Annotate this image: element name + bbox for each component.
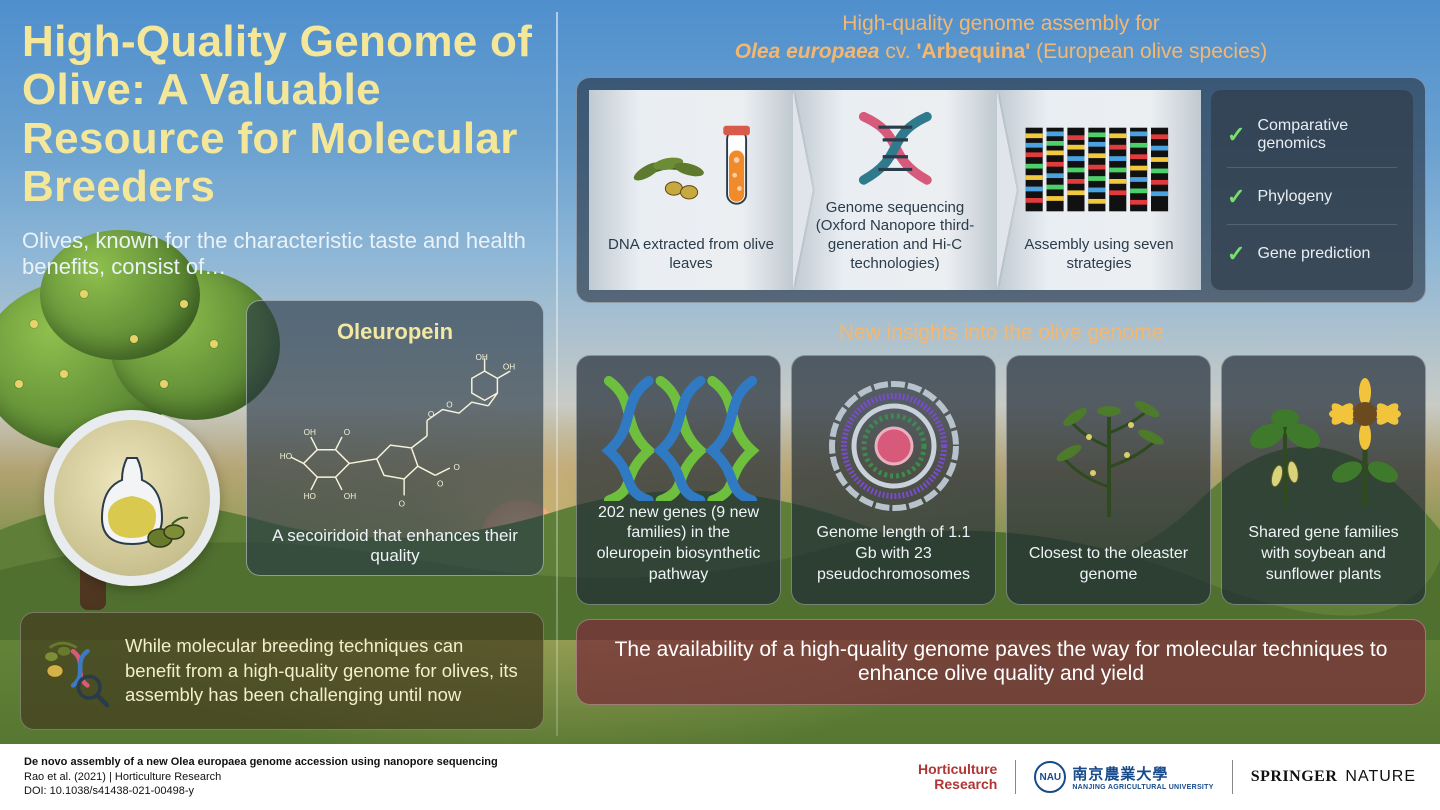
analysis-checklist: ✓ Comparative genomics ✓ Phylogeny ✓ Gene p… <box>1211 90 1413 290</box>
svg-text:O: O <box>437 479 443 488</box>
doi: DOI: 10.1038/s41438-021-00498-y <box>24 784 498 799</box>
oleuropein-caption: A secoiridoid that enhances their qualit… <box>267 526 523 566</box>
left-column: High-Quality Genome of Olive: A Valuable… <box>22 18 542 280</box>
svg-text:O: O <box>428 410 434 419</box>
svg-text:OH: OH <box>344 492 356 501</box>
pipeline-step-3: Assembly using seven strategies <box>997 90 1201 290</box>
nau-en: NANJING AGRICULTURAL UNIVERSITY <box>1072 784 1213 791</box>
horticulture-research-logo: HorticultureResearch <box>918 762 997 791</box>
hr-logo-l1: Horticulture <box>918 761 997 777</box>
brand-divider <box>1015 760 1016 794</box>
challenge-note: While molecular breeding techniques can … <box>20 612 544 730</box>
svg-text:O: O <box>399 499 405 508</box>
insight-card-4-text: Shared gene families with soybean and su… <box>1234 523 1413 585</box>
pipeline-step-3-label: Assembly using seven strategies <box>1015 236 1183 274</box>
springer-nature-logo: SPRINGER NATURE <box>1251 768 1416 786</box>
olive-leaves-tube-icon <box>615 122 767 217</box>
svg-text:OH: OH <box>304 428 316 437</box>
svg-text:O: O <box>446 401 452 410</box>
circos-plot-icon <box>824 376 964 516</box>
insight-card-1-text: 202 new genes (9 new families) in the ol… <box>589 503 768 586</box>
svg-text:OH: OH <box>475 353 487 362</box>
brand-divider <box>1232 760 1233 794</box>
olive-dna-magnifier-icon <box>37 635 109 707</box>
insight-card-2-text: Genome length of 1.1 Gb with 23 pseudoch… <box>804 523 983 585</box>
species-name: Olea europaea <box>735 40 880 63</box>
svg-text:HO: HO <box>304 492 316 501</box>
authors-line: Rao et al. (2021) | Horticulture Researc… <box>24 770 498 785</box>
insight-card-1: 202 new genes (9 new families) in the ol… <box>576 355 781 605</box>
oleuropein-label: Oleuropein <box>267 319 523 345</box>
pipeline-step-1-label: DNA extracted from olive leaves <box>607 236 775 274</box>
paper-title: De novo assembly of a new Olea europaea … <box>24 755 498 770</box>
oleuropein-panel: Oleuropein HO OH O HO OH O O O O O OH OH <box>246 300 544 576</box>
triple-dna-icon <box>589 371 768 500</box>
pipeline-panel: DNA extracted from olive leaves Genome s… <box>576 77 1426 303</box>
nau-seal-icon: NAU <box>1034 761 1066 793</box>
olive-oil-icon <box>44 410 220 586</box>
cv-label: cv. <box>879 40 916 63</box>
nau-cn: 南京農業大學 <box>1072 763 1213 784</box>
oleuropein-structure-icon: HO OH O HO OH O O O O O OH OH <box>267 351 523 521</box>
pipeline-step-2-label: Genome sequencing (Oxford Nanopore third… <box>811 199 979 274</box>
pipeline-steps: DNA extracted from olive leaves Genome s… <box>589 90 1201 290</box>
svg-text:OH: OH <box>503 362 515 371</box>
column-divider <box>556 12 558 736</box>
svg-text:O: O <box>454 463 460 472</box>
check-item-2: ✓ Phylogeny <box>1227 174 1397 225</box>
springer-word: SPRINGER <box>1251 768 1338 786</box>
right-title-line1: High-quality genome assembly for <box>842 12 1159 35</box>
check-icon: ✓ <box>1227 184 1245 210</box>
check-item-3: ✓ Gene prediction <box>1227 231 1397 273</box>
pipeline-step-2: Genome sequencing (Oxford Nanopore third… <box>793 90 997 290</box>
insight-cards: 202 new genes (9 new families) in the ol… <box>576 355 1426 605</box>
pipeline-step-1: DNA extracted from olive leaves <box>589 90 793 290</box>
nau-logo: NAU 南京農業大學NANJING AGRICULTURAL UNIVERSIT… <box>1034 761 1213 793</box>
check-icon: ✓ <box>1227 241 1245 267</box>
hr-logo-l2: Research <box>934 776 997 792</box>
check-label: Comparative genomics <box>1257 117 1397 153</box>
main-subtitle: Olives, known for the characteristic tas… <box>22 228 542 280</box>
cultivar-name: 'Arbequina' <box>916 40 1030 63</box>
insight-card-3: Closest to the oleaster genome <box>1006 355 1211 605</box>
dna-helix-icon <box>832 104 959 199</box>
sequence-assembly-icon <box>1018 122 1180 217</box>
brand-logos: HorticultureResearch NAU 南京農業大學NANJING A… <box>918 760 1416 794</box>
check-item-1: ✓ Comparative genomics <box>1227 107 1397 168</box>
main-title: High-Quality Genome of Olive: A Valuable… <box>22 18 542 212</box>
right-column: High-quality genome assembly for Olea eu… <box>576 10 1426 705</box>
insight-card-2: Genome length of 1.1 Gb with 23 pseudoch… <box>791 355 996 605</box>
right-title: High-quality genome assembly for Olea eu… <box>576 10 1426 67</box>
check-icon: ✓ <box>1227 122 1245 148</box>
insights-subhead: New insights into the olive genome <box>576 321 1426 345</box>
challenge-note-text: While molecular breeding techniques can … <box>125 634 523 709</box>
oleaster-plant-icon <box>1039 387 1179 527</box>
nature-word: NATURE <box>1345 768 1416 786</box>
conclusion-banner: The availability of a high-quality genom… <box>576 619 1426 705</box>
svg-text:HO: HO <box>280 452 292 461</box>
check-label: Gene prediction <box>1257 245 1370 263</box>
footer: De novo assembly of a new Olea europaea … <box>0 744 1440 810</box>
check-label: Phylogeny <box>1257 188 1332 206</box>
svg-text:O: O <box>344 428 350 437</box>
soybean-sunflower-icon <box>1239 376 1409 516</box>
citation: De novo assembly of a new Olea europaea … <box>24 755 498 800</box>
insight-card-4: Shared gene families with soybean and su… <box>1221 355 1426 605</box>
species-paren: (European olive species) <box>1030 40 1267 63</box>
insight-card-3-text: Closest to the oleaster genome <box>1019 544 1198 586</box>
